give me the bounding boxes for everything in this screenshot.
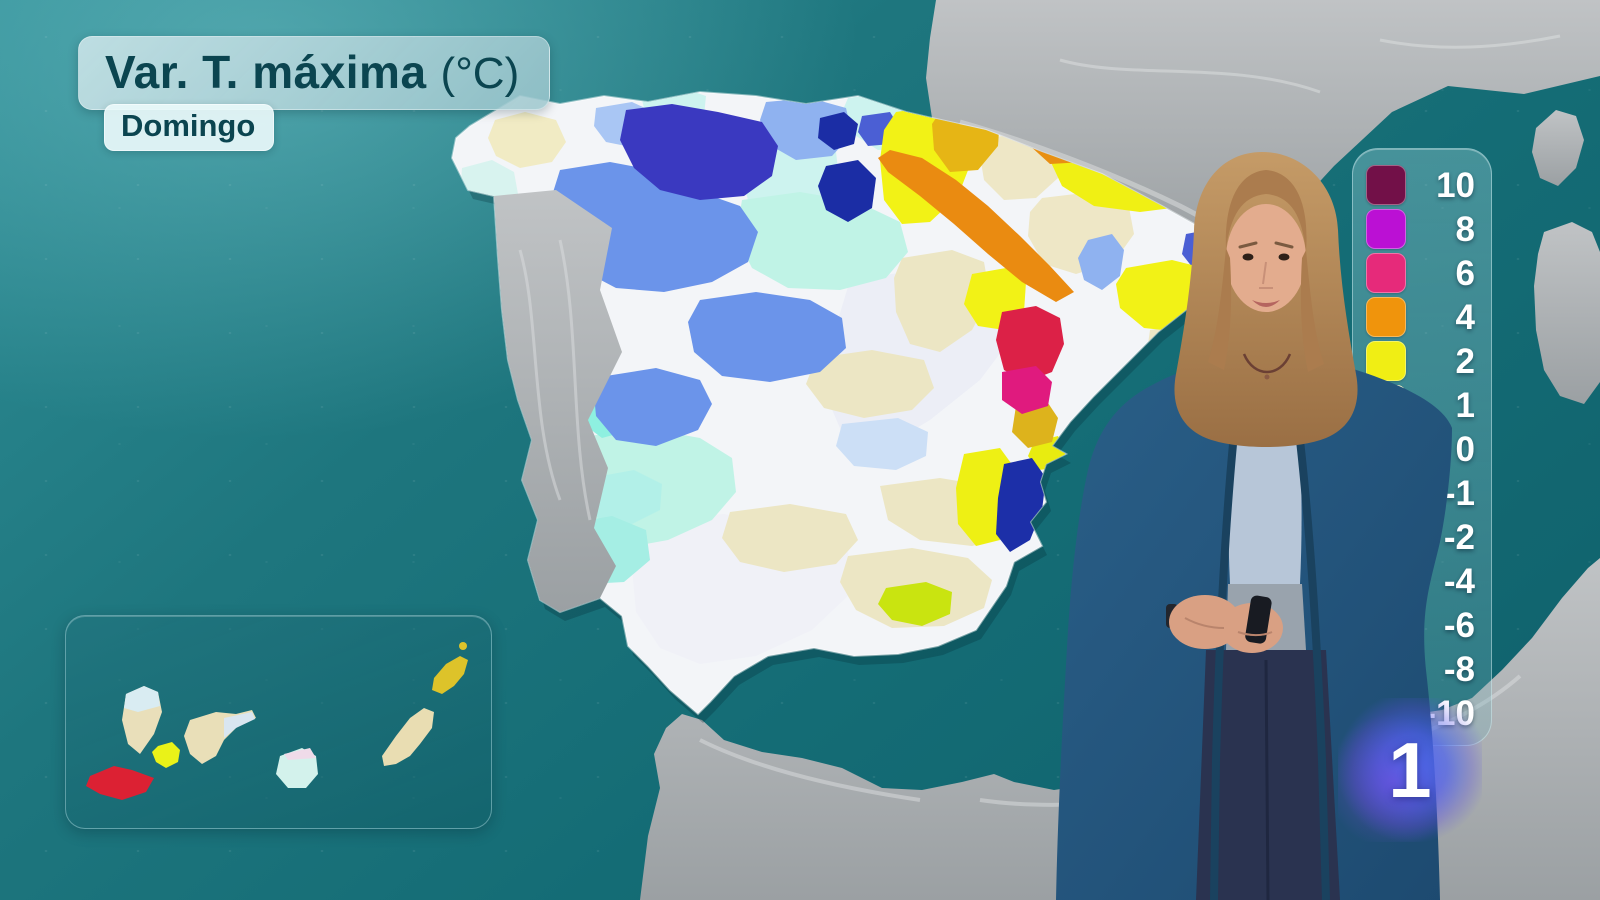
canary-islands-group: [86, 642, 468, 800]
legend-swatch-2: [1366, 341, 1406, 381]
legend-label-2: 2: [1455, 341, 1475, 381]
legend-swatch--2: [1366, 517, 1406, 557]
legend-swatch--4: [1366, 561, 1406, 601]
legend-swatch-0: [1366, 429, 1406, 469]
legend-swatch-8: [1366, 209, 1406, 249]
legend-label--8: -8: [1443, 649, 1475, 689]
legend-label-6: 6: [1455, 253, 1475, 293]
legend-row--6: -6: [1353, 603, 1491, 647]
legend-label-4: 4: [1455, 297, 1475, 337]
legend-row--1: -1: [1353, 471, 1491, 515]
legend-label-1: 1: [1455, 385, 1475, 425]
island-la-palma-north: [124, 686, 160, 712]
legend-row-1: 1: [1353, 383, 1491, 427]
legend-row-2: 2: [1353, 339, 1491, 383]
legend-row-10: 10: [1353, 163, 1491, 207]
legend-swatch-4: [1366, 297, 1406, 337]
legend-row-8: 8: [1353, 207, 1491, 251]
legend-label--6: -6: [1443, 605, 1475, 645]
island-gran-canaria-north: [284, 748, 316, 760]
legend-swatch-1: [1366, 385, 1406, 425]
legend-label-0: 0: [1455, 429, 1475, 469]
legend-row--4: -4: [1353, 559, 1491, 603]
channel-logo-la1: 1: [1338, 698, 1482, 842]
map-title-unit: (°C): [440, 49, 520, 98]
forecast-day-box: Domingo: [104, 104, 275, 151]
map-title: Var. T. máxima: [105, 46, 427, 98]
island-lanzarote-islet: [459, 642, 467, 650]
legend-swatch--6: [1366, 605, 1406, 645]
legend-swatch-6: [1366, 253, 1406, 293]
channel-logo-digit: 1: [1388, 725, 1432, 814]
legend-row--8: -8: [1353, 647, 1491, 691]
canary-islands-inset: [65, 615, 492, 829]
legend-label-10: 10: [1436, 165, 1475, 205]
map-title-box: Var. T. máxima (°C): [78, 36, 551, 110]
land-corsica-sardinia: [1532, 110, 1600, 404]
legend-swatch--1: [1366, 473, 1406, 513]
land-portugal: [494, 190, 622, 612]
legend-row--2: -2: [1353, 515, 1491, 559]
legend-row-4: 4: [1353, 295, 1491, 339]
legend-label--1: -1: [1443, 473, 1475, 513]
legend-row-0: 0: [1353, 427, 1491, 471]
legend-label--4: -4: [1443, 561, 1475, 601]
island-el-hierro: [86, 766, 154, 800]
canary-islands-map: [86, 642, 468, 800]
island-lanzarote: [432, 656, 468, 694]
island-fuerteventura: [382, 708, 434, 766]
legend-swatch--8: [1366, 649, 1406, 689]
legend-swatch-10: [1366, 165, 1406, 205]
legend-label--2: -2: [1443, 517, 1475, 557]
forecast-day: Domingo: [121, 108, 256, 143]
legend-row-6: 6: [1353, 251, 1491, 295]
legend-label-8: 8: [1455, 209, 1475, 249]
island-tenerife-east: [224, 712, 255, 738]
island-la-gomera: [152, 742, 180, 768]
